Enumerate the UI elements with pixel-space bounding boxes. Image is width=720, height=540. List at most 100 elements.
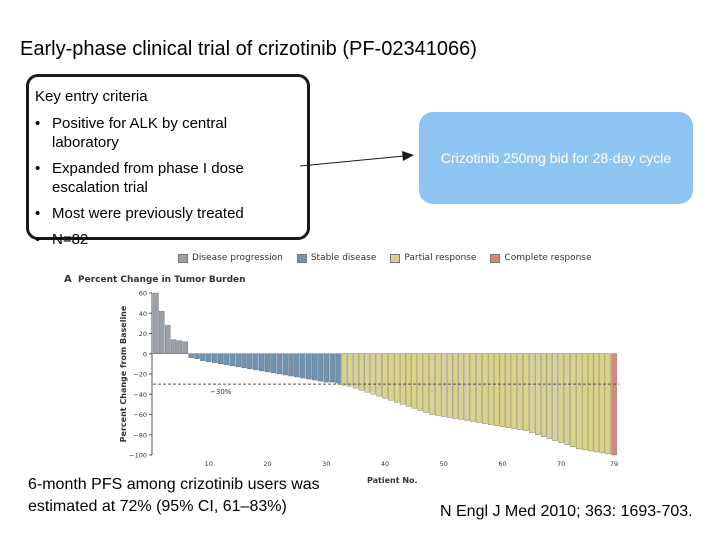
bar — [435, 353, 441, 416]
bar — [347, 353, 353, 387]
bar — [611, 353, 617, 456]
bar — [305, 353, 312, 380]
bar — [605, 353, 611, 455]
bar — [223, 353, 230, 366]
bar — [229, 353, 235, 367]
bar — [329, 353, 335, 383]
legend-item: Disease progression — [178, 253, 283, 263]
bar — [382, 353, 388, 399]
legend-swatch — [296, 253, 307, 263]
bar — [188, 353, 194, 358]
y-tick-label: 40 — [139, 310, 147, 318]
bar — [317, 353, 324, 382]
bar — [446, 353, 453, 418]
x-tick-label: 50 — [440, 460, 448, 468]
reference-line-label: −30% — [210, 388, 232, 396]
bar — [593, 353, 600, 453]
y-tick-label: 60 — [139, 290, 147, 298]
bar — [405, 353, 412, 407]
x-tick-label: 30 — [322, 460, 330, 468]
bar — [258, 353, 265, 372]
y-tick-label: −60 — [133, 411, 147, 419]
bar — [499, 353, 506, 427]
criteria-heading: Key entry criteria — [35, 88, 148, 105]
bar — [511, 353, 517, 429]
legend-label: Partial response — [404, 253, 477, 263]
bar — [488, 353, 494, 425]
bar — [546, 353, 553, 439]
bar — [417, 353, 423, 411]
bar — [558, 353, 564, 443]
x-tick-label: 40 — [381, 460, 389, 468]
bar — [388, 353, 394, 401]
bar — [464, 353, 470, 421]
bar — [587, 353, 594, 452]
bar — [493, 353, 500, 426]
legend-label: Complete response — [504, 253, 592, 263]
bar — [394, 353, 400, 403]
bar — [570, 353, 576, 448]
bar — [176, 340, 183, 354]
bar — [364, 353, 371, 393]
bar — [182, 341, 188, 354]
x-axis: 10 20 30 40 50 60 70 79 — [205, 460, 619, 468]
y-tick-label: −100 — [129, 452, 147, 460]
bar — [247, 353, 253, 370]
bar — [211, 353, 218, 364]
bar — [294, 353, 300, 378]
bar — [358, 353, 365, 391]
bar — [153, 292, 159, 354]
bar — [411, 353, 418, 409]
y-tick-label: −20 — [133, 371, 147, 379]
legend-item: Stable disease — [296, 253, 377, 263]
bar — [505, 353, 512, 428]
x-tick-label: 70 — [557, 460, 565, 468]
legend-item: Complete response — [490, 253, 592, 263]
bar — [517, 353, 523, 430]
bar-series — [153, 292, 617, 456]
bar — [529, 353, 535, 433]
dose-text: Crizotinib 250mg bid for 28-day cycle — [440, 150, 672, 166]
legend-label: Disease progression — [192, 253, 283, 263]
bar — [452, 353, 459, 419]
chart-title: Percent Change in Tumor Burden — [78, 275, 246, 285]
bar — [476, 353, 482, 423]
y-tick-label: 20 — [139, 330, 147, 338]
bar — [552, 353, 559, 441]
dose-box: Crizotinib 250mg bid for 28-day cycle — [419, 112, 693, 204]
slide-title: Early-phase clinical trial of crizotinib… — [20, 38, 477, 60]
bar — [564, 353, 570, 446]
arrow-head-icon — [402, 151, 414, 161]
y-axis-label: Percent Change from Baseline — [119, 305, 128, 442]
bar — [206, 353, 212, 363]
bar — [370, 353, 376, 395]
legend-swatch — [178, 253, 188, 263]
bar — [335, 353, 341, 384]
legend-swatch — [390, 253, 401, 263]
y-tick-label: −80 — [133, 431, 147, 439]
bar — [470, 353, 476, 422]
bar — [200, 353, 206, 361]
criteria-item: Expanded from phase I dose escalation tr… — [32, 159, 272, 197]
bar — [576, 353, 582, 450]
bar — [599, 353, 606, 454]
legend-label: Stable disease — [310, 253, 377, 263]
bar — [523, 353, 529, 431]
bar — [164, 325, 171, 354]
bar — [535, 353, 541, 435]
pfs-note: 6-month PFS among crizotinib users was e… — [28, 476, 320, 515]
arrow-line — [299, 155, 405, 167]
bar — [582, 353, 588, 451]
bar — [235, 353, 241, 368]
bar — [159, 311, 165, 354]
bar — [282, 353, 288, 376]
criteria-item: N=82 — [32, 230, 272, 249]
bar — [458, 353, 465, 420]
legend-swatch — [490, 253, 501, 263]
x-tick-label: 60 — [498, 460, 506, 468]
bar — [441, 353, 447, 417]
x-axis-label: Patient No. — [367, 476, 418, 485]
criteria-list: Positive for ALK by central laboratory E… — [32, 114, 272, 256]
bar — [376, 353, 382, 397]
